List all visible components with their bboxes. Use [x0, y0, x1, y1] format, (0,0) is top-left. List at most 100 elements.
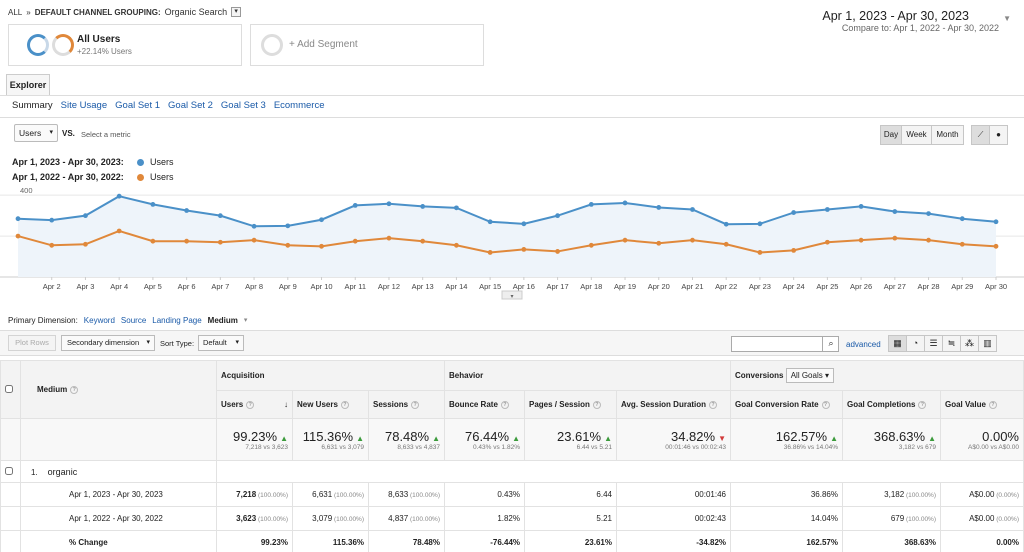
up-arrow-icon: ▲ [432, 433, 440, 443]
help-icon[interactable]: ? [709, 400, 718, 409]
row-value: 23.61% [584, 538, 612, 547]
col-avg-session-duration[interactable]: Avg. Session Duration? [616, 390, 731, 419]
help-icon[interactable]: ? [411, 400, 420, 409]
row-value: -76.44% [490, 538, 520, 547]
date-range-chevron-down-icon[interactable]: ▼ [1003, 14, 1011, 23]
row-label: Apr 1, 2023 - Apr 30, 2023 [20, 482, 217, 507]
x-tick-label: Apr 18 [580, 282, 602, 291]
primary-dimension-source[interactable]: Source [120, 316, 147, 325]
segment-all-users[interactable]: All Users +22.14% Users [8, 24, 242, 66]
primary-dimension-landing-page[interactable]: Landing Page [152, 316, 202, 325]
medium-header-label: Medium [37, 385, 68, 394]
add-segment-label: + Add Segment [289, 39, 358, 50]
col-pages-session[interactable]: Pages / Session? [524, 390, 617, 419]
col-new-users[interactable]: New Users? [292, 390, 369, 419]
breadcrumb-root[interactable]: ALL [8, 7, 23, 17]
primary-dimension-chevron-icon[interactable]: ▾ [243, 317, 248, 324]
series-1-point [285, 242, 291, 248]
subtab-goal-set-3[interactable]: Goal Set 3 [220, 100, 266, 111]
subtab-site-usage[interactable]: Site Usage [60, 100, 108, 111]
table-view-buttons: ▦ ◔ ☰ ≒ ⁂ ▥ [888, 335, 997, 352]
x-tick-label: Apr 10 [310, 282, 332, 291]
help-icon[interactable]: ? [70, 385, 79, 394]
all-goals-select[interactable]: All Goals ▾ [785, 368, 834, 383]
sort-type-select[interactable]: Default ▾ [198, 335, 244, 351]
row-organic-name[interactable]: 1. organic [20, 460, 217, 483]
date-range-current[interactable]: Apr 1, 2023 - Apr 30, 2023 [822, 9, 969, 23]
series-0-point [892, 209, 898, 214]
comparison-view-icon[interactable]: ≒ [942, 335, 961, 352]
legend-previous-range: Apr 1, 2022 - Apr 30, 2022: [12, 172, 124, 182]
breadcrumb-dropdown-icon[interactable]: ▾ [231, 7, 242, 17]
secondary-dimension-label: Secondary dimension [67, 338, 140, 347]
segment-subtitle: +22.14% Users [77, 47, 132, 56]
primary-dimension-medium[interactable]: Medium [207, 316, 238, 325]
legend-current-dot [137, 158, 144, 166]
summary-change-value: 78.48% [384, 428, 430, 444]
performance-view-icon[interactable]: ☰ [924, 335, 943, 352]
col-goal-value[interactable]: Goal Value? [940, 390, 1024, 419]
metric-select[interactable]: Users ▾ [14, 124, 58, 142]
x-tick-label: Apr 8 [245, 282, 263, 291]
subtab-goal-set-1[interactable]: Goal Set 1 [115, 100, 161, 111]
help-icon[interactable]: ? [246, 400, 255, 409]
primary-dimension-keyword[interactable]: Keyword [83, 316, 115, 325]
row-empty-cell [0, 530, 21, 552]
plot-rows-button[interactable]: Plot Rows [8, 335, 56, 351]
series-1-point [420, 238, 426, 244]
help-icon[interactable]: ? [340, 400, 349, 409]
x-tick-label: Apr 2 [43, 282, 61, 291]
col-sessions[interactable]: Sessions? [368, 390, 445, 419]
col-bounce-rate-label: Bounce Rate [449, 400, 498, 409]
help-icon[interactable]: ? [500, 400, 509, 409]
summary-cell: 23.61% ▲ 6.44 vs 5.21 [524, 418, 617, 461]
select-metric-link[interactable]: Select a metric [81, 130, 131, 139]
x-tick-label: Apr 17 [547, 282, 569, 291]
subtab-ecommerce[interactable]: Ecommerce [273, 100, 325, 111]
tab-explorer[interactable]: Explorer [6, 74, 50, 96]
week-button[interactable]: Week [901, 125, 932, 145]
summary-change: 162.57% ▲ [735, 429, 838, 444]
table-row-organic[interactable]: 1. organic [0, 460, 1024, 483]
col-users[interactable]: Users? ↓ [216, 390, 293, 419]
month-button[interactable]: Month [931, 125, 964, 145]
help-icon[interactable]: ? [592, 400, 601, 409]
line-chart-icon[interactable]: ⟋ [971, 125, 990, 145]
help-icon[interactable]: ? [918, 400, 927, 409]
sort-arrow-icon[interactable]: ↓ [284, 400, 288, 409]
summary-change-value: 368.63% [873, 428, 926, 444]
date-range-compare[interactable]: Compare to: Apr 1, 2022 - Apr 30, 2022 [842, 23, 999, 33]
day-button[interactable]: Day [880, 125, 902, 145]
col-users-label: Users [221, 400, 244, 409]
advanced-filter-link[interactable]: advanced [846, 340, 881, 349]
secondary-dimension-select[interactable]: Secondary dimension ▾ [61, 335, 155, 351]
series-0-point [487, 219, 493, 225]
summary-change-value: 99.23% [232, 428, 278, 444]
tab-divider [0, 95, 1024, 96]
series-1-point [217, 239, 223, 245]
term-cloud-view-icon[interactable]: ⁂ [960, 335, 979, 352]
add-segment-button[interactable]: + Add Segment [250, 24, 484, 66]
summary-change: 368.63% ▲ [847, 429, 936, 444]
help-icon[interactable]: ? [821, 400, 830, 409]
medium-column-header[interactable]: Medium? [20, 360, 217, 419]
x-tick-label: Apr 15 [479, 282, 501, 291]
search-icon[interactable]: ⌕ [822, 336, 839, 352]
row-value-cell: 7,218 (100.00%) [216, 482, 293, 507]
table-search-input[interactable] [731, 336, 839, 352]
select-all-checkbox[interactable] [5, 384, 13, 393]
subtab-goal-set-2[interactable]: Goal Set 2 [168, 100, 213, 111]
motion-chart-icon[interactable]: ● [989, 125, 1008, 145]
col-bounce-rate[interactable]: Bounce Rate? [444, 390, 525, 419]
summary-change-value: 0.00% [982, 428, 1019, 444]
help-icon[interactable]: ? [988, 400, 997, 409]
col-goal-completions[interactable]: Goal Completions? [842, 390, 941, 419]
data-table-view-icon[interactable]: ▦ [888, 335, 907, 352]
pie-view-icon[interactable]: ◔ [906, 335, 925, 352]
x-tick-label: Apr 29 [951, 282, 973, 291]
subtab-summary[interactable]: Summary [12, 100, 53, 111]
col-goal-conversion-rate[interactable]: Goal Conversion Rate? [730, 390, 843, 419]
pivot-view-icon[interactable]: ▥ [978, 335, 997, 352]
row-checkbox[interactable] [5, 466, 13, 475]
